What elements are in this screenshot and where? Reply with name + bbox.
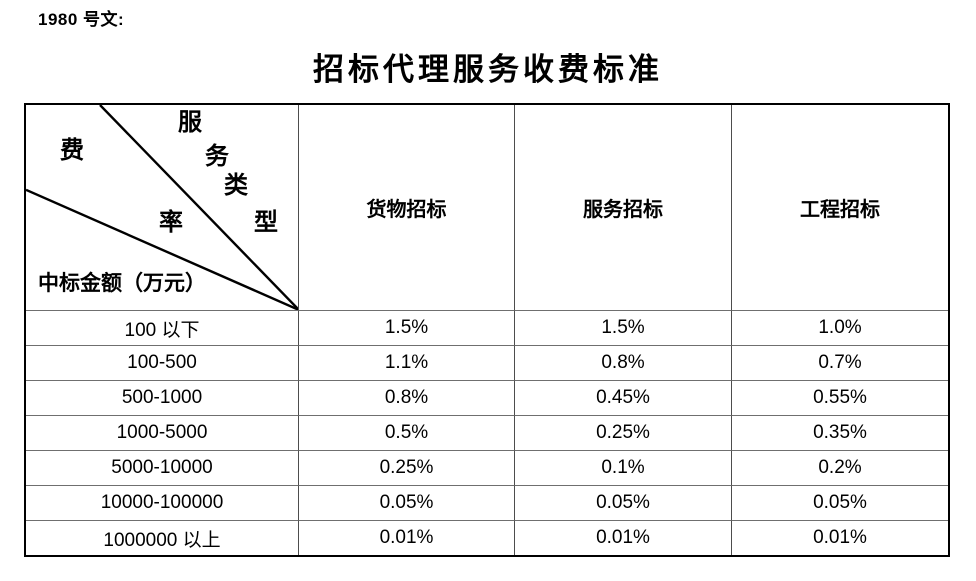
fee-value: 0.8% — [514, 345, 731, 380]
diagonal-divider-lines — [26, 105, 298, 310]
fee-value: 0.25% — [298, 450, 514, 485]
fee-value: 0.8% — [298, 380, 514, 415]
fee-value: 0.35% — [731, 415, 948, 450]
page-title: 招标代理服务收费标准 — [313, 52, 663, 87]
doc-reference-number: 1980 号文: — [38, 10, 125, 29]
row-label: 5000-10000 — [26, 450, 298, 485]
row-label: 100 以下 — [26, 310, 298, 345]
fee-value: 0.55% — [731, 380, 948, 415]
row-label: 1000-5000 — [26, 415, 298, 450]
row-label: 100-500 — [26, 345, 298, 380]
fee-value: 0.05% — [731, 485, 948, 520]
fee-value: 1.5% — [298, 310, 514, 345]
row-label: 10000-100000 — [26, 485, 298, 520]
fee-value: 0.5% — [298, 415, 514, 450]
fee-value: 1.0% — [731, 310, 948, 345]
fee-value: 0.01% — [731, 520, 948, 555]
corner-label-service-type-char: 务 — [205, 144, 229, 170]
row-label: 500-1000 — [26, 380, 298, 415]
corner-label-service-type-char: 服 — [178, 110, 202, 136]
column-header-service: 服务招标 — [514, 105, 731, 310]
corner-label-service-type-char: 类 — [224, 173, 248, 199]
fee-value: 0.05% — [514, 485, 731, 520]
fee-value: 0.01% — [514, 520, 731, 555]
corner-label-fee: 费 — [60, 138, 84, 164]
column-header-goods: 货物招标 — [298, 105, 514, 310]
fee-value: 0.45% — [514, 380, 731, 415]
fee-value: 0.1% — [514, 450, 731, 485]
column-header-works: 工程招标 — [731, 105, 948, 310]
fee-value: 1.5% — [514, 310, 731, 345]
fee-value: 1.1% — [298, 345, 514, 380]
fee-value: 0.01% — [298, 520, 514, 555]
fee-value: 0.2% — [731, 450, 948, 485]
fee-value: 0.25% — [514, 415, 731, 450]
corner-label-rate: 率 — [159, 210, 183, 236]
corner-label-bid-amount: 中标金额（万元） — [38, 271, 206, 295]
corner-label-service-type-char: 型 — [254, 210, 278, 236]
table-corner-diagonal-header: 费 服 务 类 率 型 中标金额（万元） — [26, 105, 298, 310]
fee-value: 0.7% — [731, 345, 948, 380]
fee-value: 0.05% — [298, 485, 514, 520]
fee-standard-table: 费 服 务 类 率 型 中标金额（万元） 货物招标 服务招标 工程招标 100 … — [24, 103, 950, 557]
row-label: 1000000 以上 — [26, 520, 298, 555]
